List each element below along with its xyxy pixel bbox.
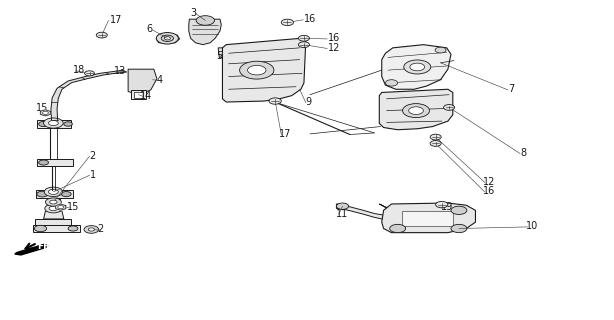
Text: 18: 18 xyxy=(73,65,85,75)
Polygon shape xyxy=(131,90,147,100)
Text: 9: 9 xyxy=(306,97,312,107)
Circle shape xyxy=(430,140,441,146)
Text: 14: 14 xyxy=(141,91,153,101)
Circle shape xyxy=(443,105,454,110)
Polygon shape xyxy=(36,190,73,197)
Circle shape xyxy=(410,63,425,71)
Circle shape xyxy=(44,118,63,128)
Circle shape xyxy=(239,61,274,79)
Polygon shape xyxy=(51,70,126,120)
Circle shape xyxy=(386,80,398,86)
Text: 12: 12 xyxy=(328,43,340,53)
Circle shape xyxy=(281,19,293,26)
Text: 16: 16 xyxy=(328,33,340,43)
Polygon shape xyxy=(188,19,221,45)
Circle shape xyxy=(163,36,172,41)
Circle shape xyxy=(58,206,64,209)
Text: 2: 2 xyxy=(90,151,96,161)
Circle shape xyxy=(39,160,49,165)
Polygon shape xyxy=(48,197,60,202)
Circle shape xyxy=(37,191,48,197)
Circle shape xyxy=(34,225,47,232)
Polygon shape xyxy=(336,204,394,219)
Circle shape xyxy=(298,42,309,48)
Text: 12: 12 xyxy=(483,177,496,187)
Circle shape xyxy=(45,204,62,213)
Text: 10: 10 xyxy=(526,221,538,231)
Circle shape xyxy=(157,33,178,44)
Circle shape xyxy=(61,192,71,197)
Text: 17: 17 xyxy=(279,129,292,139)
Circle shape xyxy=(403,104,430,118)
Circle shape xyxy=(269,98,281,104)
Text: 6: 6 xyxy=(147,24,153,34)
Circle shape xyxy=(88,228,95,231)
Circle shape xyxy=(96,32,107,38)
Polygon shape xyxy=(382,45,451,89)
Circle shape xyxy=(451,206,467,214)
Polygon shape xyxy=(222,38,306,102)
Circle shape xyxy=(436,201,448,208)
Text: 5: 5 xyxy=(216,52,223,61)
Circle shape xyxy=(404,60,431,74)
Circle shape xyxy=(409,107,424,115)
Circle shape xyxy=(44,187,63,197)
Circle shape xyxy=(196,16,214,25)
Text: 16: 16 xyxy=(483,186,495,196)
Polygon shape xyxy=(37,159,73,166)
Circle shape xyxy=(165,37,171,40)
Text: 19: 19 xyxy=(441,202,453,212)
Text: 15: 15 xyxy=(67,202,79,212)
Circle shape xyxy=(430,134,441,140)
Text: 3: 3 xyxy=(190,8,196,18)
Polygon shape xyxy=(134,92,143,98)
Circle shape xyxy=(68,226,78,231)
Polygon shape xyxy=(128,69,157,95)
Circle shape xyxy=(84,226,99,233)
Circle shape xyxy=(49,189,58,195)
Circle shape xyxy=(49,206,58,211)
Text: 13: 13 xyxy=(114,67,126,76)
Polygon shape xyxy=(41,110,50,116)
Circle shape xyxy=(247,65,266,75)
Polygon shape xyxy=(157,35,179,43)
Circle shape xyxy=(390,224,406,233)
Text: 7: 7 xyxy=(508,84,514,94)
Circle shape xyxy=(298,36,309,41)
Text: 4: 4 xyxy=(157,75,163,85)
Polygon shape xyxy=(402,211,453,226)
Text: 17: 17 xyxy=(110,15,122,26)
Polygon shape xyxy=(218,48,235,58)
Polygon shape xyxy=(37,120,71,127)
Text: 1: 1 xyxy=(90,170,96,180)
Polygon shape xyxy=(35,219,71,225)
Circle shape xyxy=(49,121,58,125)
Circle shape xyxy=(45,198,61,206)
Text: 2: 2 xyxy=(98,224,104,235)
Circle shape xyxy=(435,47,446,53)
Polygon shape xyxy=(33,225,80,232)
Circle shape xyxy=(64,122,72,126)
Circle shape xyxy=(161,35,173,42)
Circle shape xyxy=(85,71,95,76)
Circle shape xyxy=(50,200,57,204)
Polygon shape xyxy=(382,203,475,233)
Polygon shape xyxy=(15,244,48,255)
Circle shape xyxy=(42,111,49,114)
Text: 16: 16 xyxy=(304,14,316,24)
Polygon shape xyxy=(56,204,66,210)
Circle shape xyxy=(336,203,349,209)
Polygon shape xyxy=(379,89,453,130)
Circle shape xyxy=(451,224,467,233)
Text: 11: 11 xyxy=(336,209,349,219)
Text: 8: 8 xyxy=(520,148,526,158)
Circle shape xyxy=(39,122,49,126)
Text: FR.: FR. xyxy=(37,242,53,251)
Polygon shape xyxy=(44,211,64,219)
Text: 15: 15 xyxy=(36,103,49,113)
